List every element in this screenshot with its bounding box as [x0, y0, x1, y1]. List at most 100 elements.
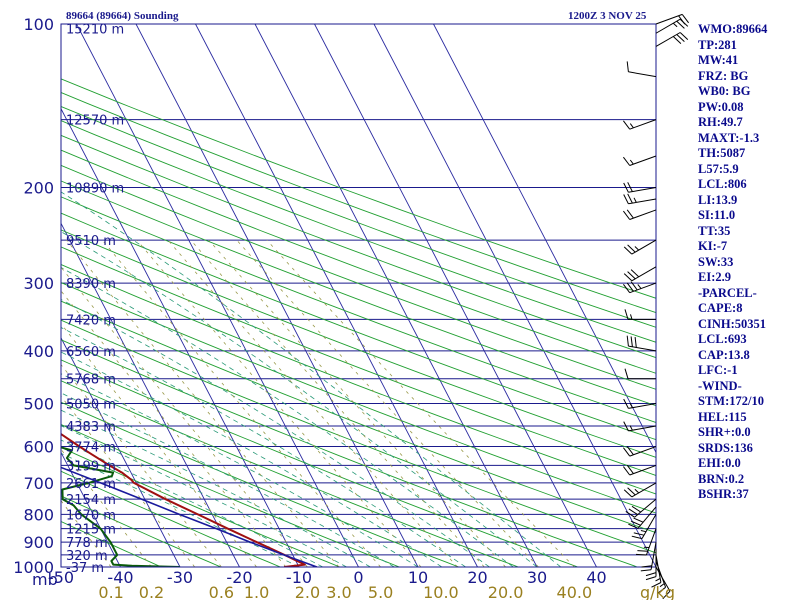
wind-barb-flag [628, 523, 639, 529]
height-label: 3199 m [66, 459, 116, 474]
sounding-indices-panel: WMO:89664 TP:281 MW:41 FRZ: BG WB0: BG PW:0.0… [698, 22, 798, 503]
mixing-ratio-tick-label: 0.6 [209, 583, 234, 600]
dewpoint-trace [61, 446, 181, 567]
wind-barb [623, 482, 657, 498]
dry-adiabat-line [61, 319, 656, 554]
moist-adiabat-line [61, 409, 371, 567]
wind-barb-flag [679, 32, 689, 40]
wind-barb-shaft [641, 514, 657, 539]
wind-barb-half-flag [659, 583, 665, 588]
height-label: 320 m [66, 549, 108, 564]
wind-barb-flag [640, 569, 652, 572]
height-label: -37 m [66, 561, 104, 576]
sounding-index-line: TT:35 [698, 223, 731, 238]
wind-barb [623, 155, 657, 166]
wind-barb-shaft [628, 425, 657, 432]
sounding-index-line: LFC:-1 [698, 363, 738, 377]
wind-barb-half-flag [630, 314, 633, 320]
dry-adiabat-line [61, 120, 656, 343]
pressure-tick-label: 600 [23, 438, 54, 457]
plot-border [60, 23, 657, 568]
mixing-ratio-tick-label: 10.0 [423, 583, 459, 600]
sounding-index-line: WB0: BG [698, 84, 751, 98]
wind-barb [623, 193, 657, 205]
mixing-ratio-tick-label: 3.0 [326, 583, 351, 600]
wind-barb [655, 32, 689, 47]
wind-barb-shaft [628, 71, 657, 78]
mixing-ratio-tick-label: 1.0 [244, 583, 269, 600]
wind-barb-flag [623, 421, 629, 432]
wind-barb-flag [623, 182, 629, 193]
wind-barb-flag [651, 582, 662, 588]
dry-adiabat-line [61, 229, 656, 458]
moist-adiabat-line [61, 373, 419, 567]
dry-adiabat-line [61, 246, 656, 476]
pressure-tick-label: 800 [23, 505, 54, 524]
moist-adiabat-line [61, 425, 347, 567]
wind-barb-flag [645, 572, 657, 577]
wind-barb-half-flag [637, 284, 642, 289]
sounding-index-line: SI:11.0 [698, 208, 736, 222]
wind-barb-shaft [629, 155, 657, 166]
dry-adiabat-line [61, 78, 656, 299]
sounding-index-line: L57:5.9 [698, 161, 739, 176]
moist-adiabat-line [61, 267, 514, 567]
wind-barb-flag [627, 182, 633, 192]
wind-barb-half-flag [629, 425, 633, 431]
mixing-ratio-line [236, 239, 539, 567]
wind-barb-shaft [628, 345, 657, 352]
mixing-ratio-unit: g/kg [640, 583, 675, 600]
dry-adiabat-line [61, 380, 519, 567]
sounding-index-line: SHR+:0.0 [698, 425, 751, 439]
mixing-ratio-line [208, 239, 506, 567]
wind-barb-flag [672, 36, 682, 44]
sounding-index-line: HEL:115 [698, 409, 747, 424]
mixing-ratio-line [61, 323, 257, 567]
wind-barb-flag [627, 271, 636, 280]
sounding-index-line: SRDS:136 [698, 440, 753, 455]
dry-adiabat-line [61, 180, 656, 407]
mixing-ratio-line [61, 363, 222, 567]
sounding-index-line: WMO:89664 [698, 22, 768, 36]
grid-lines [61, 24, 656, 567]
sounding-traces [61, 432, 318, 567]
wind-barb-half-flag [634, 488, 640, 494]
mixing-ratio-tick-label: 0.2 [139, 583, 164, 600]
isotherm-line [373, 24, 656, 567]
wind-barb-flag [626, 335, 629, 347]
wind-barb-shaft [629, 119, 657, 130]
dry-adiabat-line [61, 401, 459, 567]
wind-barb-shaft [629, 446, 657, 457]
dry-adiabat-line [61, 423, 400, 567]
pressure-tick-label: 100 [23, 15, 54, 34]
sounding-index-line: EHI:0.0 [698, 456, 741, 470]
sounding-index-line: TP:281 [698, 37, 737, 52]
wind-barb-flag [630, 281, 638, 291]
moist-adiabat-line [61, 231, 538, 567]
sounding-index-line: CAPE:8 [698, 301, 743, 315]
wind-barb-shaft [655, 18, 681, 34]
mixing-ratio-tick-label: 20.0 [488, 583, 524, 600]
wind-barb-flag [623, 246, 633, 255]
wind-barb-shaft [650, 542, 657, 570]
height-label: 7420 m [66, 313, 116, 328]
wind-barb-flag [645, 576, 657, 581]
wind-barb [655, 13, 689, 25]
mixing-ratio-line [61, 290, 287, 567]
wind-barb-flag [624, 368, 629, 379]
pressure-tick-label: 400 [23, 342, 54, 361]
temperature-tick-label: -10 [286, 568, 312, 587]
height-label: 4383 m [66, 420, 116, 435]
wind-barb-flag [623, 489, 633, 498]
wind-barb-shaft [631, 482, 657, 498]
height-label: 1215 m [66, 523, 116, 538]
temperature-tick-label: -50 [48, 568, 74, 587]
temperature-trace [61, 432, 306, 567]
wind-barb [640, 542, 657, 572]
sounding-index-line: CAP:13.8 [698, 347, 750, 362]
wind-barb-flag [626, 209, 634, 219]
wind-barb-half-flag [629, 402, 633, 408]
wind-barb [625, 498, 657, 518]
isotherm-line [61, 222, 240, 567]
sounding-index-line: -WIND- [698, 378, 742, 393]
